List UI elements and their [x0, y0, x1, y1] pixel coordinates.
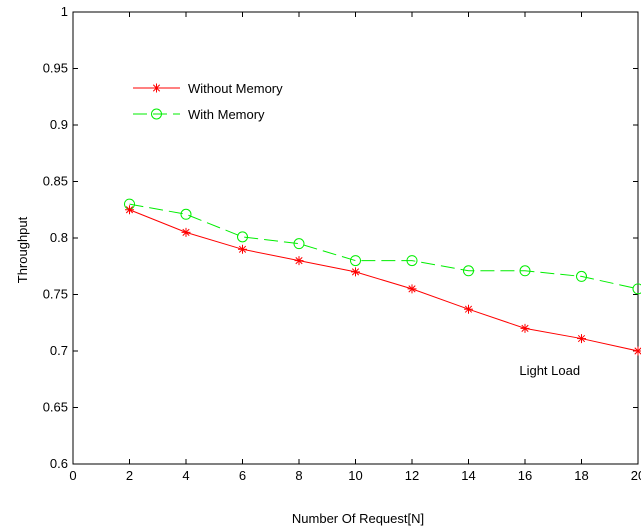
data-point: [180, 208, 192, 220]
legend: Without Memory With Memory: [133, 81, 283, 122]
y-tick-label: 0.65: [43, 400, 68, 415]
data-point: [406, 255, 418, 267]
plot-area: [72, 11, 639, 465]
y-tick-label: 0.85: [43, 174, 68, 189]
y-tick-label: 0.9: [50, 117, 68, 132]
data-point: [237, 231, 248, 243]
data-point: [519, 265, 531, 277]
legend-marker: [151, 108, 162, 120]
x-tick-label: 0: [69, 468, 76, 483]
data-point: [293, 238, 305, 250]
x-tick-label: 18: [574, 468, 588, 483]
y-tick-label: 1: [61, 4, 68, 19]
y-tick-label: 0.75: [43, 287, 68, 302]
x-tick-label: 14: [461, 468, 475, 483]
y-tick-label: 0.7: [50, 343, 68, 358]
data-point: [576, 270, 587, 282]
data-point: [294, 256, 304, 266]
y-tick-label: 0.95: [43, 61, 68, 76]
data-point: [632, 283, 641, 295]
data-point: [520, 323, 530, 333]
series-layer: [124, 198, 641, 356]
series-line: [129, 203, 639, 290]
data-point: [125, 205, 134, 215]
data-point: [238, 244, 247, 254]
data-point: [350, 255, 361, 267]
x-axis: 0 2 4 6 8 10 12 14 16 18 20: [69, 12, 641, 483]
x-tick-label: 20: [631, 468, 641, 483]
data-point: [633, 346, 641, 356]
y-axis-label: Throughput: [15, 216, 30, 283]
y-tick-label: 0.6: [50, 456, 68, 471]
x-tick-label: 6: [239, 468, 246, 483]
data-point: [464, 304, 473, 314]
data-point: [351, 267, 360, 277]
light-load-annotation: Light Load: [519, 363, 580, 378]
x-tick-label: 4: [182, 468, 189, 483]
series-with-memory: [124, 198, 641, 295]
legend-marker: [152, 83, 161, 93]
legend-label: With Memory: [188, 107, 265, 122]
data-point: [181, 227, 191, 237]
x-axis-label: Number Of Request[N]: [292, 511, 424, 526]
series-without-memory: [125, 205, 641, 356]
x-tick-label: 12: [405, 468, 419, 483]
y-axis: 0.6 0.65 0.7 0.75 0.8 0.85 0.9 0.95 1: [43, 4, 638, 471]
data-point: [463, 265, 474, 277]
x-tick-label: 8: [295, 468, 302, 483]
x-tick-label: 16: [518, 468, 532, 483]
data-point: [407, 284, 417, 294]
y-tick-label: 0.8: [50, 230, 68, 245]
legend-label: Without Memory: [188, 81, 283, 96]
series-line: [129, 209, 639, 352]
x-tick-label: 10: [348, 468, 362, 483]
data-point: [577, 334, 586, 344]
x-tick-label: 2: [126, 468, 133, 483]
